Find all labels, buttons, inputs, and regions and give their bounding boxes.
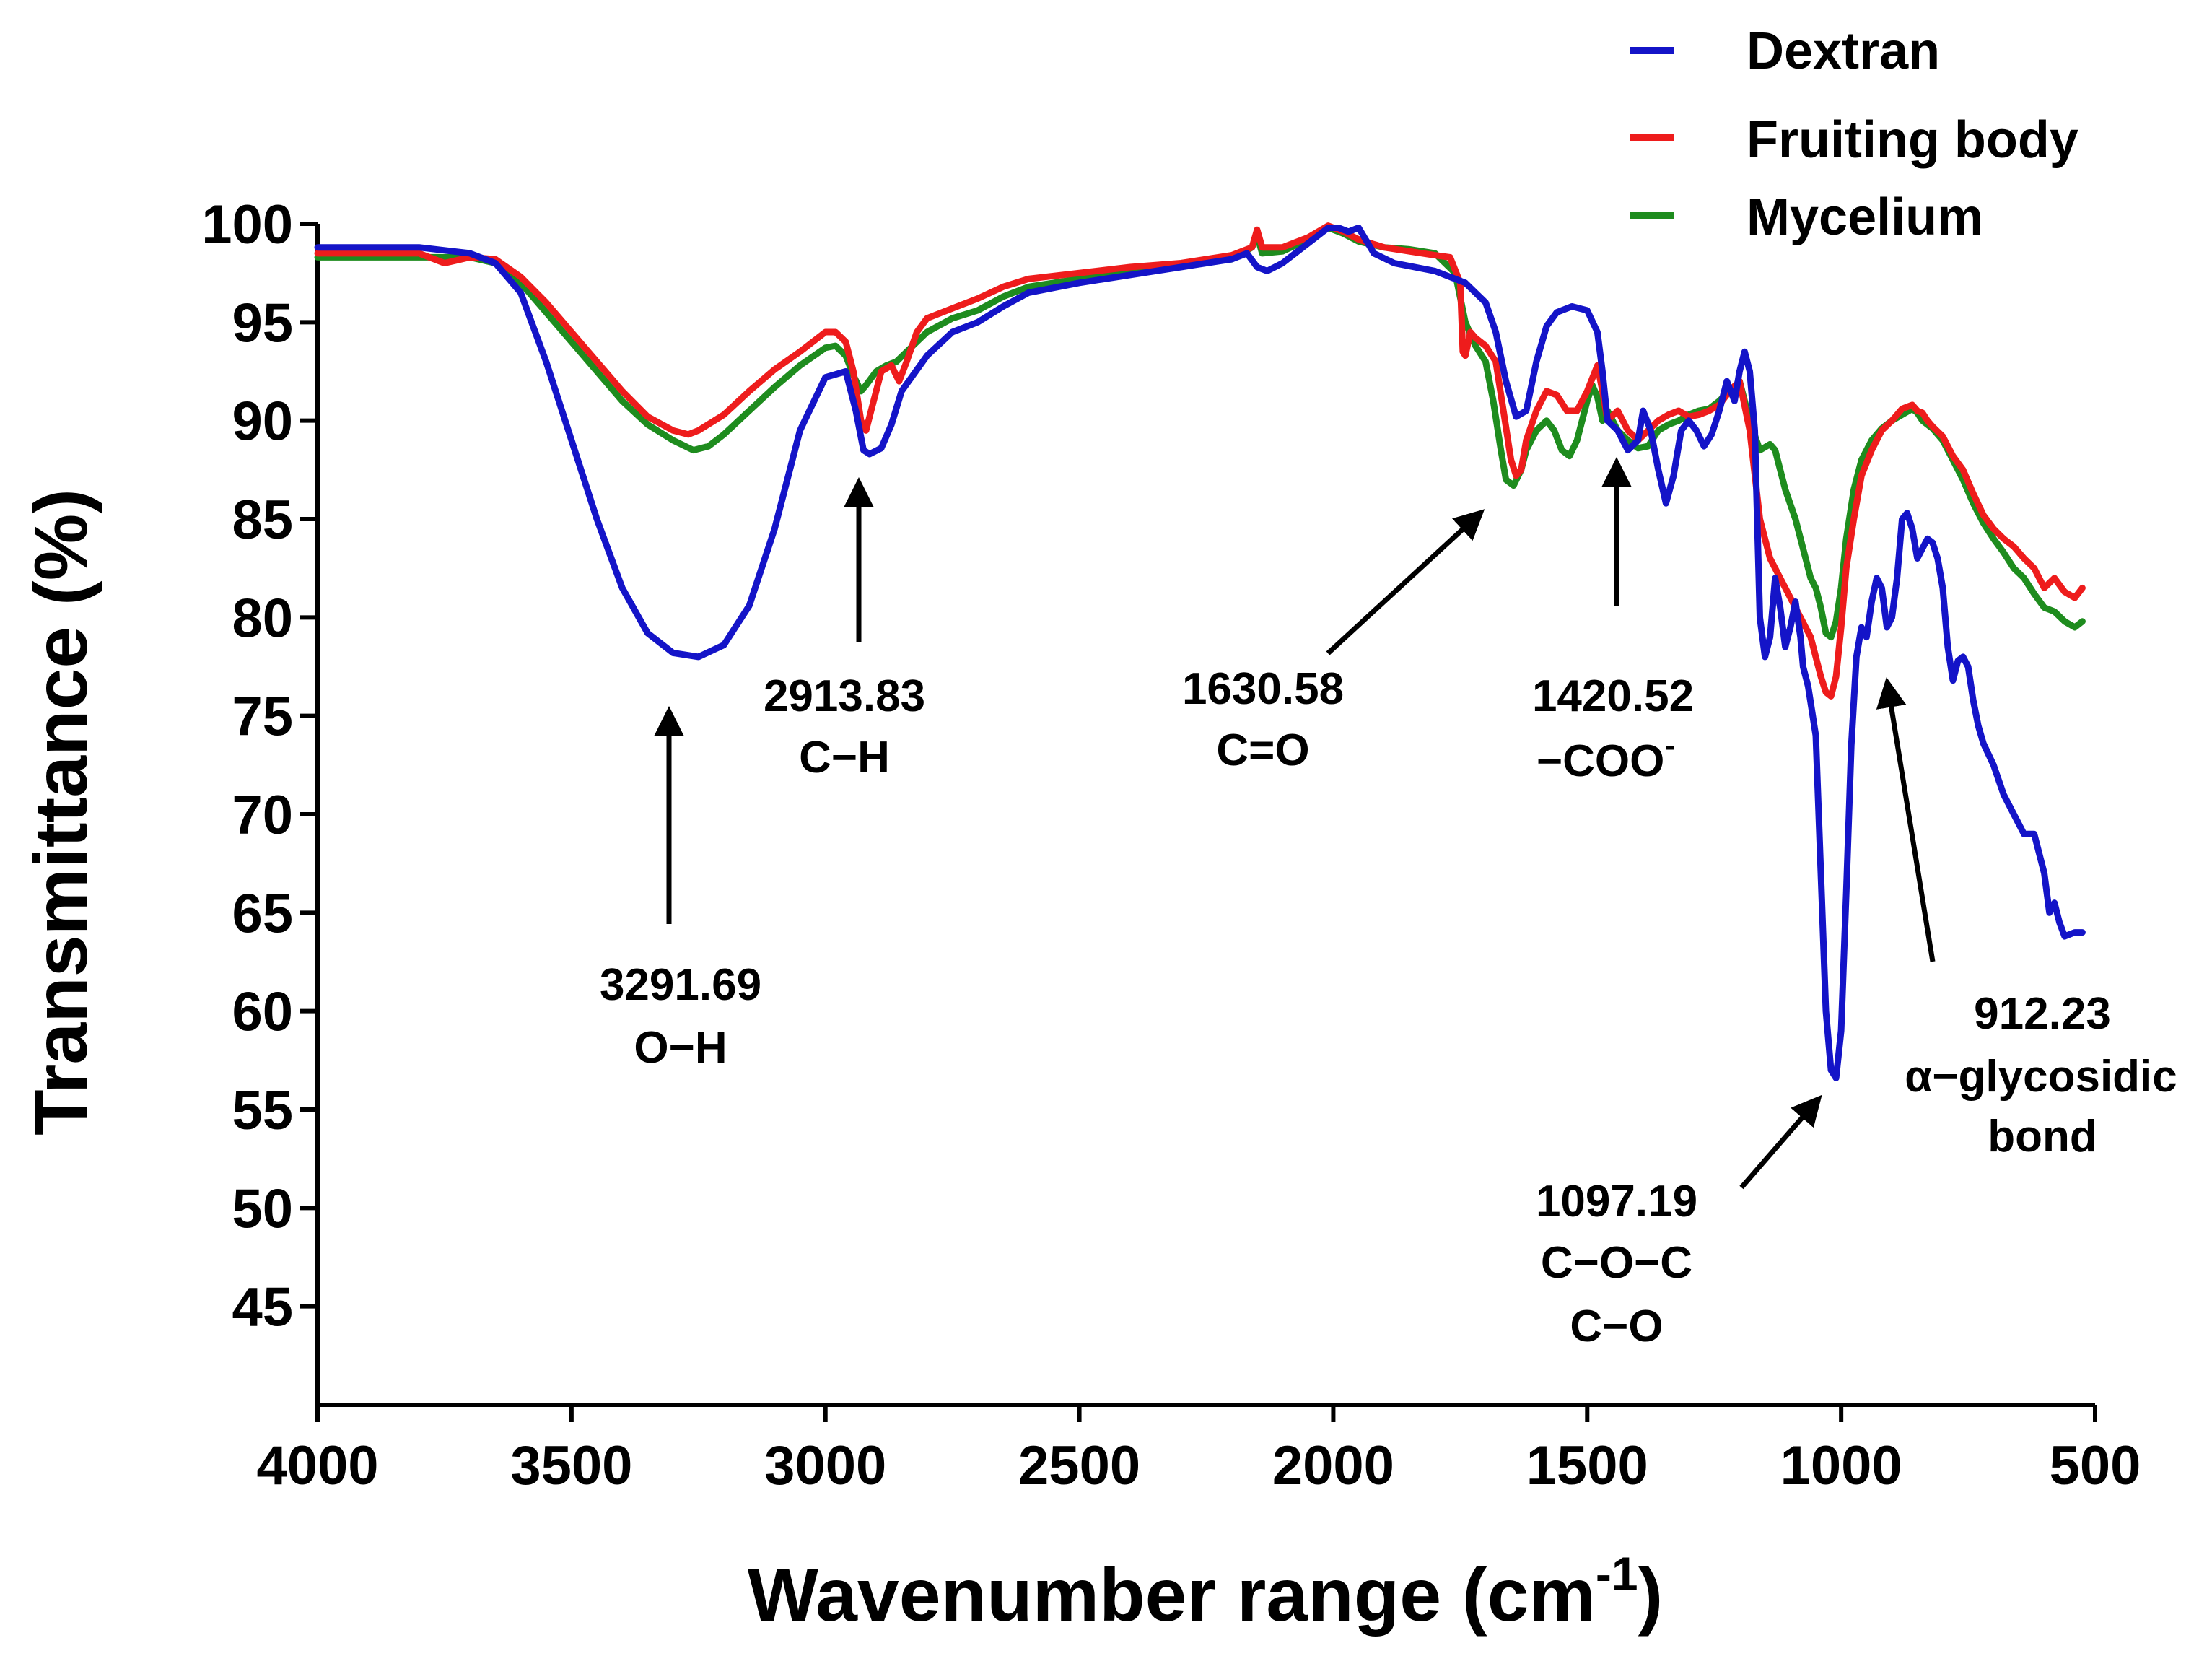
annotation-co-stretch: C−O [1570, 1302, 1663, 1351]
annotation-oh-group: O−H [634, 1023, 727, 1073]
annotation-oh-wavenumber: 3291.69 [600, 960, 761, 1010]
y-ticks: 100 95 90 85 80 75 70 65 60 55 50 45 [201, 194, 318, 1338]
series-line-dextran [314, 225, 2086, 1081]
x-axis-title: Wavenumber range (cm-1) [748, 1547, 1663, 1637]
annotation-glycosidic-bond: bond [1988, 1112, 2097, 1162]
series-line-mycelium [314, 225, 2086, 641]
annotation-labels: 3291.69 O−H 2913.83 C−H 1630.58 C=O 1420… [600, 664, 2177, 1351]
legend-label-dextran: Dextran [1747, 22, 1940, 80]
series-group [314, 222, 2086, 1081]
legend-label-fruiting-body: Fruiting body [1747, 111, 2078, 169]
y-tick-label: 70 [232, 785, 293, 846]
y-tick-label: 75 [232, 687, 293, 748]
x-tick-label: 500 [2050, 1435, 2141, 1496]
x-tick-label: 1500 [1526, 1435, 1648, 1496]
x-tick-label: 2500 [1018, 1435, 1140, 1496]
annotation-coc-wavenumber: 1097.19 [1536, 1177, 1697, 1226]
y-tick-label: 60 [232, 982, 293, 1043]
y-tick-label: 55 [232, 1080, 293, 1141]
annotation-coo-group: −COO- [1536, 728, 1675, 786]
x-tick-label: 3000 [764, 1435, 886, 1496]
annotation-co-group: C=O [1216, 725, 1309, 775]
arrow-co [1326, 509, 1485, 655]
annotation-glycosidic-wavenumber: 912.23 [1974, 989, 2111, 1039]
legend: Dextran Fruiting body Mycelium [1630, 22, 2078, 246]
series-line-fruiting-body [314, 222, 2086, 700]
y-tick-label: 90 [232, 391, 293, 453]
arrow-coc [1739, 1094, 1822, 1190]
y-axis-title: Transmittance (%) [19, 489, 103, 1136]
annotation-coo-wavenumber: 1420.52 [1532, 671, 1694, 721]
x-tick-label: 1000 [1780, 1435, 1902, 1496]
legend-label-mycelium: Mycelium [1747, 188, 1983, 246]
annotation-ch-wavenumber: 2913.83 [764, 671, 925, 721]
x-ticks: 4000 3500 3000 2500 2000 1500 1000 500 [256, 1405, 2141, 1496]
x-tick-label: 4000 [256, 1435, 378, 1496]
y-tick-label: 100 [201, 194, 293, 256]
x-tick-label: 3500 [510, 1435, 632, 1496]
y-tick-label: 80 [232, 588, 293, 649]
annotation-ch-group: C−H [799, 733, 890, 783]
y-tick-label: 95 [232, 292, 293, 354]
arrow-glycosidic [1876, 677, 1936, 962]
annotation-coc-group: C−O−C [1541, 1238, 1692, 1288]
y-tick-label: 50 [232, 1178, 293, 1239]
annotation-glycosidic-group: α−glycosidic [1905, 1052, 2177, 1102]
y-tick-label: 85 [232, 489, 293, 551]
annotation-co-wavenumber: 1630.58 [1182, 664, 1344, 714]
y-tick-label: 45 [232, 1277, 293, 1338]
annotation-arrows [654, 457, 1936, 1190]
y-tick-label: 65 [232, 883, 293, 944]
x-tick-label: 2000 [1272, 1435, 1394, 1496]
